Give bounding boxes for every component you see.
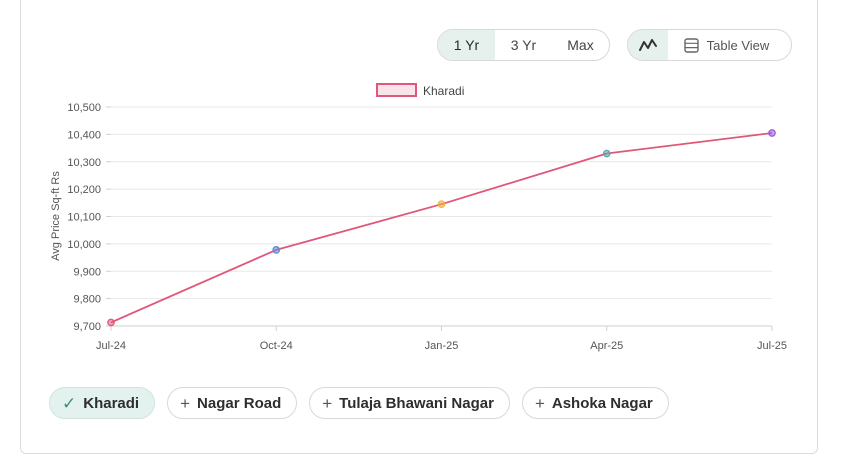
locality-tag[interactable]: + Tulaja Bhawani Nagar bbox=[309, 387, 510, 419]
plus-icon: + bbox=[180, 393, 191, 413]
y-tick-label: 10,000 bbox=[67, 239, 101, 251]
x-tick-label: Oct-24 bbox=[260, 340, 293, 352]
y-tick-label: 10,100 bbox=[67, 212, 101, 224]
x-tick-label: Apr-25 bbox=[590, 340, 623, 352]
legend-label: Kharadi bbox=[423, 84, 464, 98]
locality-tag-label: Kharadi bbox=[83, 394, 140, 412]
table-view-button[interactable]: Table View bbox=[668, 30, 791, 60]
y-tick-label: 9,900 bbox=[73, 266, 101, 278]
locality-tag-list: ✓ Kharadi + Nagar Road + Tulaja Bhawani Nagar… bbox=[49, 387, 669, 419]
check-icon: ✓ bbox=[62, 393, 77, 413]
y-tick-label: 10,200 bbox=[67, 184, 101, 196]
line-chart-icon bbox=[639, 39, 657, 51]
price-line-chart: 9,700 9,800 9,900 10,000 10,100 10,200 10,300 1… bbox=[50, 83, 787, 352]
range-toggle: 1 Yr 3 Yr Max bbox=[437, 29, 610, 61]
legend-swatch bbox=[376, 83, 417, 97]
table-icon bbox=[683, 37, 699, 53]
y-tick-label: 10,500 bbox=[67, 102, 101, 114]
locality-tag-label: Nagar Road bbox=[197, 394, 282, 412]
y-tick-label: 9,700 bbox=[73, 321, 101, 333]
locality-tag[interactable]: + Nagar Road bbox=[167, 387, 298, 419]
x-tick-label: Jan-25 bbox=[425, 340, 459, 352]
plus-icon: + bbox=[534, 393, 545, 413]
chart-view-button[interactable] bbox=[628, 30, 668, 60]
data-point bbox=[768, 129, 776, 137]
chart-card bbox=[20, 0, 818, 454]
y-tick-label: 9,800 bbox=[73, 294, 101, 306]
x-tick-label: Jul-25 bbox=[757, 340, 787, 352]
range-1yr-button[interactable]: 1 Yr bbox=[438, 30, 495, 60]
y-tick-label: 10,400 bbox=[67, 129, 101, 141]
y-tick-label: 10,300 bbox=[67, 157, 101, 169]
data-point bbox=[107, 318, 115, 327]
locality-tag-label: Tulaja Bhawani Nagar bbox=[339, 394, 494, 412]
x-tick-label: Jul-24 bbox=[96, 340, 126, 352]
plus-icon: + bbox=[322, 393, 333, 413]
range-3yr-button[interactable]: 3 Yr bbox=[510, 37, 537, 53]
data-point bbox=[272, 246, 281, 254]
table-view-label: Table View bbox=[706, 37, 770, 53]
view-toggle: Table View bbox=[627, 29, 792, 61]
range-max-button[interactable]: Max bbox=[567, 37, 594, 53]
locality-tag[interactable]: + Ashoka Nagar bbox=[521, 387, 669, 419]
y-axis-label: Avg Price Sq-ft Rs bbox=[50, 171, 62, 261]
locality-tag-label: Ashoka Nagar bbox=[551, 394, 653, 412]
locality-tag[interactable]: ✓ Kharadi bbox=[49, 387, 156, 419]
data-point bbox=[437, 200, 446, 209]
data-point bbox=[602, 149, 611, 158]
